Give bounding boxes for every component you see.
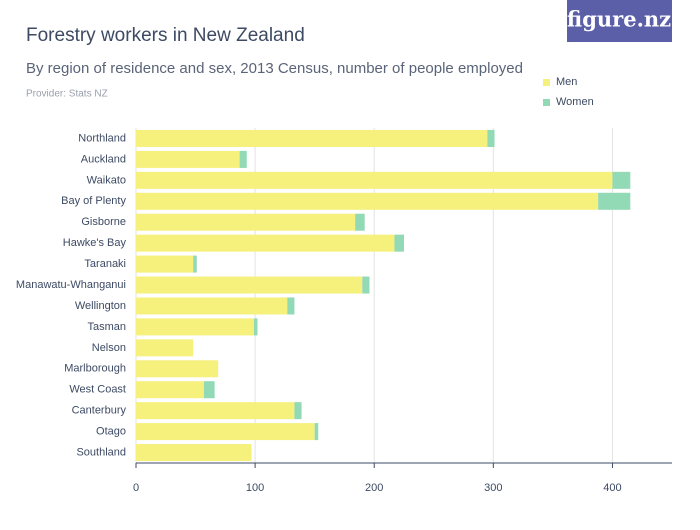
y-tick-label: West Coast xyxy=(69,384,126,396)
bar-segment xyxy=(136,402,295,420)
bar-segment xyxy=(294,402,302,420)
y-tick-label: Nelson xyxy=(92,342,126,354)
bar-segment xyxy=(136,423,315,441)
y-tick-label: Gisborne xyxy=(81,216,126,228)
y-tick-label: Tasman xyxy=(87,321,126,333)
x-tick-label: 0 xyxy=(133,482,139,494)
bar-segment xyxy=(287,297,295,315)
bar-segment xyxy=(136,171,613,189)
x-tick-label: 200 xyxy=(365,482,383,494)
bar-segment xyxy=(193,255,197,273)
bar-segment xyxy=(362,276,370,294)
bar-segment xyxy=(136,444,252,462)
legend-swatch xyxy=(543,99,550,106)
y-tick-label: Bay of Plenty xyxy=(61,195,126,207)
y-tick-label: Canterbury xyxy=(72,405,127,417)
chart-title: Forestry workers in New Zealand xyxy=(26,25,305,46)
legend-swatch xyxy=(543,79,550,86)
bar-segment xyxy=(598,192,631,210)
bar-segment xyxy=(136,150,240,168)
y-tick-label: Taranaki xyxy=(84,258,126,270)
bar-segment xyxy=(394,234,404,252)
bar-segment xyxy=(136,234,395,252)
y-tick-label: Auckland xyxy=(81,153,126,165)
chart-subtitle: By region of residence and sex, 2013 Cen… xyxy=(26,60,523,77)
legend-label: Men xyxy=(556,76,577,88)
y-tick-label: Otago xyxy=(96,426,126,438)
bar-segment xyxy=(136,297,288,315)
bar-segment xyxy=(136,255,194,273)
bar-segment xyxy=(136,129,488,147)
bar-segment xyxy=(487,129,495,147)
y-tick-label: Waikato xyxy=(87,174,126,186)
bar-segment xyxy=(253,318,258,336)
y-tick-label: Southland xyxy=(76,446,126,458)
bar-segment xyxy=(239,150,247,168)
x-tick-label: 100 xyxy=(246,482,264,494)
bar-segment xyxy=(136,318,254,336)
bar-segment xyxy=(314,423,319,441)
bar-segment xyxy=(203,381,215,399)
x-tick-label: 400 xyxy=(603,482,621,494)
y-tick-label: Hawke's Bay xyxy=(63,237,127,249)
y-tick-label: Marlborough xyxy=(64,363,126,375)
bar-segment xyxy=(612,171,631,189)
y-tick-label: Northland xyxy=(78,132,126,144)
x-tick-label: 300 xyxy=(484,482,502,494)
y-tick-label: Wellington xyxy=(75,300,126,312)
bar-segment xyxy=(136,360,219,378)
provider: Provider: Stats NZ xyxy=(26,89,108,100)
bar-segment xyxy=(136,192,599,210)
y-tick-label: Manawatu-Whanganui xyxy=(16,279,126,291)
bar-segment xyxy=(136,339,194,357)
legend-label: Women xyxy=(556,96,594,108)
bar-segment xyxy=(136,213,356,231)
logo-box xyxy=(567,0,672,42)
bar-segment xyxy=(355,213,365,231)
bar-segment xyxy=(136,276,363,294)
bar-segment xyxy=(136,381,204,399)
logo: figure.nz xyxy=(567,7,671,32)
